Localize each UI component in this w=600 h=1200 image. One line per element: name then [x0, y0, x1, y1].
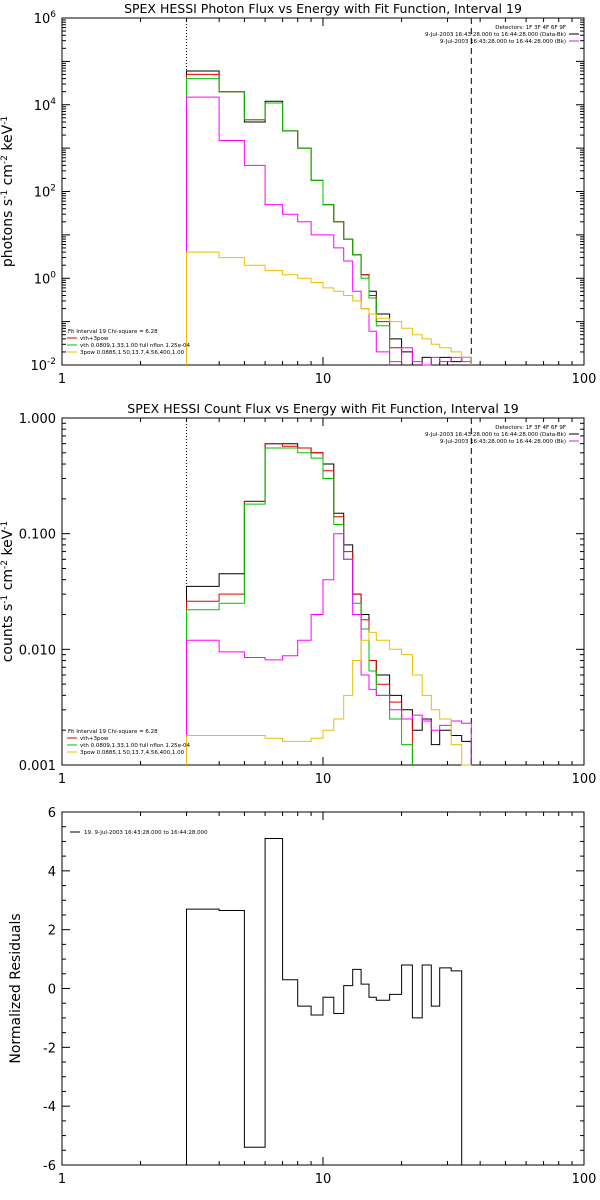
legend-entry: 9-Jul-2003 16:43:28.000 to 16:44:28.000 … [425, 32, 566, 38]
legend-entry: vth+3pow [80, 736, 109, 742]
plot-frame [61, 417, 585, 766]
chart-panel-1: SPEX HESSI Photon Flux vs Energy with Fi… [0, 1, 596, 387]
x-tick-label: 1 [58, 372, 66, 387]
data-series-5 [186, 251, 472, 365]
y-tick-label: 0.100 [19, 528, 56, 543]
data-series-5 [186, 631, 472, 766]
legend-entry: 9-Jul-2003 16:43:28.000 to 16:44:28.000 … [440, 439, 566, 445]
plot-frame [61, 17, 585, 366]
data-series-3 [186, 447, 413, 765]
chart-title: SPEX HESSI Count Flux vs Energy with Fit… [127, 401, 518, 416]
y-axis-label: counts s-1 cm-2 keV-1 [0, 521, 16, 663]
x-tick-label: 10 [315, 1172, 332, 1187]
data-series-1 [186, 70, 472, 366]
data-series-4 [186, 96, 472, 366]
y-axis-label: Normalized Residuals [8, 913, 24, 1063]
x-tick-label: 1 [58, 1172, 66, 1187]
legend-entry: vth 0.0809,1.33,1.00 full nflon 1.25e-04 [80, 343, 191, 349]
y-tick-label: 4 [48, 865, 56, 880]
y-tick-label: 6 [48, 806, 56, 821]
x-tick-label: 10 [315, 372, 332, 387]
y-tick-label: -4 [43, 1100, 56, 1115]
x-tick-label: 100 [572, 772, 597, 787]
chart-panel-3: Normalized Residuals 1 10 100 -6 -4 -2 0 2 4 6 19. … [8, 806, 596, 1187]
y-tick-label: 10-2 [30, 357, 56, 374]
y-tick-label: 100 [34, 270, 57, 287]
y-tick-label: 102 [34, 184, 56, 201]
legend-entry: vth 0.0809,1.33,1.00 full nflon 1.25e-04 [80, 743, 191, 749]
legend-entry: Detectors: 1F 3F 4F 6F 9F [495, 425, 566, 431]
data-series-1 [186, 838, 472, 1166]
y-tick-label: 106 [34, 10, 57, 27]
x-tick-label: 100 [572, 372, 597, 387]
legend-entry: Fit Interval 19 Chi-square = 6.28 [68, 329, 158, 335]
legend-entry: vth+3pow [80, 336, 109, 342]
y-tick-label: 0.010 [19, 643, 56, 658]
y-tick-label: 1.000 [19, 412, 56, 427]
y-tick-label: 2 [48, 924, 56, 939]
legend-entry: 9-Jul-2003 16:43:28.000 to 16:44:28.000 … [440, 39, 566, 45]
y-tick-label: 0 [48, 983, 56, 998]
x-tick-label: 100 [572, 1172, 597, 1187]
chart-panel-2: SPEX HESSI Count Flux vs Energy with Fit… [0, 401, 596, 787]
x-tick-label: 10 [315, 772, 332, 787]
y-axis-label: photons s-1 cm-2 keV-1 [0, 116, 16, 267]
plot-frame [61, 811, 585, 1166]
legend-entry: Fit Interval 19 Chi-square = 6.28 [68, 729, 158, 735]
legend-entry: 3pow 0.0885,1.50,13.7,4.56,400,1.00 [80, 350, 185, 356]
x-tick-label: 1 [58, 772, 66, 787]
legend-entry: 9-Jul-2003 16:43:28.000 to 16:44:28.000 … [425, 432, 566, 438]
legend-entry: Detectors: 1F 3F 4F 6F 9F [495, 25, 566, 31]
legend-entry: 3pow 0.0885,1.50,13.7,4.56,400,1.00 [80, 750, 185, 756]
y-tick-label: -6 [43, 1159, 56, 1174]
y-tick-label: -2 [43, 1041, 56, 1056]
y-tick-label: 0.001 [19, 759, 56, 774]
data-series-2 [186, 443, 413, 765]
legend-entry: 19. 9-Jul-2003 16:43:28.000 to 16:44:28.… [84, 830, 208, 836]
data-series-1 [186, 443, 472, 765]
y-tick-label: 104 [34, 97, 57, 114]
chart-title: SPEX HESSI Photon Flux vs Energy with Fi… [124, 1, 522, 16]
data-series-3 [186, 78, 391, 365]
